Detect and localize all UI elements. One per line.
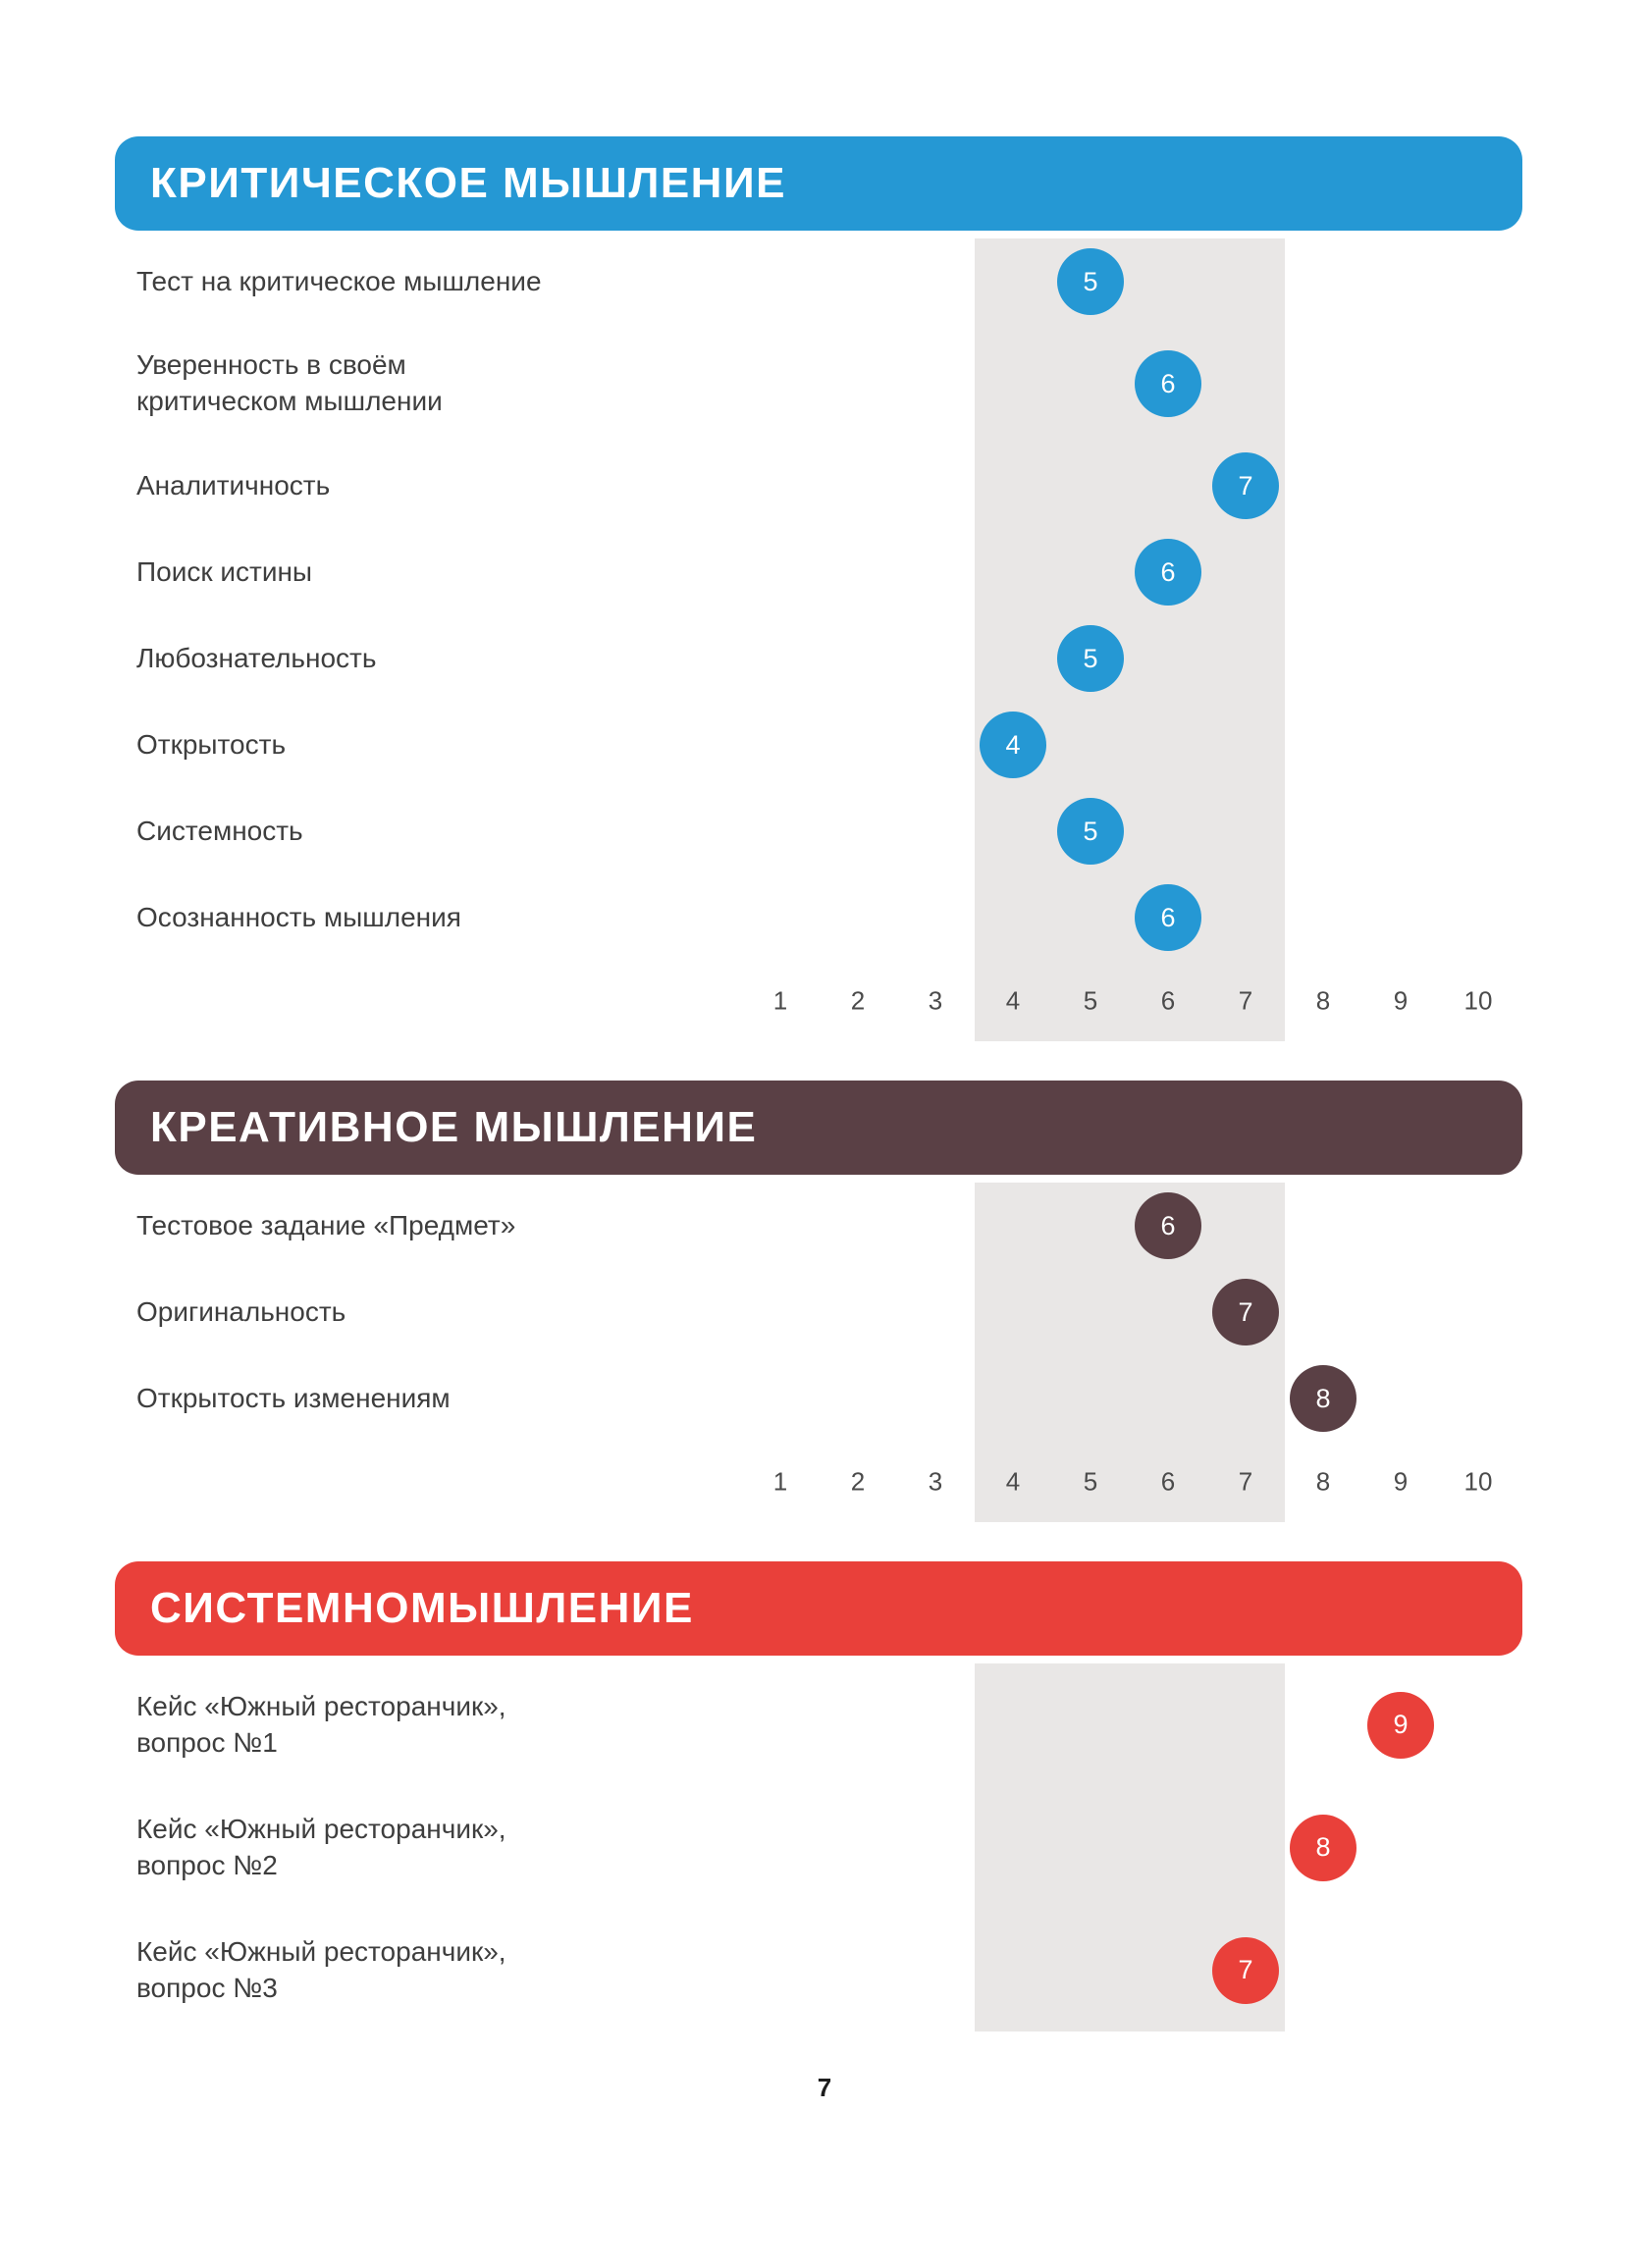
- axis-tick: 7: [1238, 1466, 1253, 1497]
- chart-row: Уверенность в своём критическом мышлении …: [115, 325, 1522, 443]
- axis-tick: 6: [1160, 985, 1176, 1016]
- row-label: Системность: [136, 815, 303, 846]
- row-label: Тест на критическое мышление: [136, 265, 542, 296]
- dot-chart: Кейс «Южный ресторанчик», вопрос №1 9 Кей…: [115, 1663, 1522, 2031]
- chart-row: Тестовое задание «Предмет» 6: [115, 1183, 1522, 1269]
- axis-tick: 2: [850, 1466, 866, 1497]
- chart-row: Кейс «Южный ресторанчик», вопрос №2 8: [115, 1786, 1522, 1909]
- score-dot: 5: [1057, 798, 1124, 865]
- row-label: Оригинальность: [136, 1295, 346, 1327]
- chart-row: Кейс «Южный ресторанчик», вопрос №3 7: [115, 1909, 1522, 2031]
- chart-axis: 1 2 3 4 5 6 7 8 9 10: [115, 961, 1522, 1041]
- highlight-band: [975, 238, 1285, 1041]
- section-header-banner: СИСТЕМНОМЫШЛЕНИЕ: [115, 1561, 1522, 1656]
- axis-tick: 8: [1315, 1466, 1331, 1497]
- axis-tick: 10: [1463, 1466, 1493, 1497]
- row-label: Тестовое задание «Предмет»: [136, 1209, 516, 1240]
- score-dot: 7: [1212, 452, 1279, 519]
- chart-row: Тест на критическое мышление 5: [115, 238, 1522, 325]
- score-dot: 6: [1135, 884, 1201, 951]
- score-dot: 4: [980, 712, 1046, 778]
- score-dot: 9: [1367, 1691, 1434, 1759]
- chart-rows: Тест на критическое мышление 5 Увереннос…: [115, 238, 1522, 961]
- axis-tick: 8: [1315, 985, 1331, 1016]
- chart-rows: Кейс «Южный ресторанчик», вопрос №1 9 Кей…: [115, 1663, 1522, 2031]
- section-systems-thinking: СИСТЕМНОМЫШЛЕНИЕ Кейс «Южный ресторанчик…: [115, 1561, 1522, 2031]
- dot-chart: Тестовое задание «Предмет» 6 Оригинально…: [115, 1183, 1522, 1522]
- row-label: Поиск истины: [136, 555, 313, 587]
- row-label: Осознанность мышления: [136, 901, 461, 932]
- axis-tick: 1: [772, 1466, 788, 1497]
- chart-row: Аналитичность 7: [115, 443, 1522, 529]
- section-header-banner: КРЕАТИВНОЕ МЫШЛЕНИЕ: [115, 1081, 1522, 1175]
- axis-tick: 5: [1083, 1466, 1098, 1497]
- score-dot: 6: [1135, 1192, 1201, 1259]
- row-label: Кейс «Южный ресторанчик», вопрос №3: [136, 1935, 506, 2003]
- score-dot: 8: [1290, 1365, 1356, 1432]
- chart-row: Открытость 4: [115, 702, 1522, 788]
- axis-tick: 5: [1083, 985, 1098, 1016]
- axis-tick: 6: [1160, 1466, 1176, 1497]
- score-dot: 5: [1057, 248, 1124, 315]
- row-label: Любознательность: [136, 642, 377, 673]
- chart-axis: 1 2 3 4 5 6 7 8 9 10: [115, 1442, 1522, 1522]
- section-title: КРИТИЧЕСКОЕ МЫШЛЕНИЕ: [150, 159, 786, 207]
- score-dot: 6: [1135, 350, 1201, 417]
- chart-row: Системность 5: [115, 788, 1522, 874]
- axis-tick: 7: [1238, 985, 1253, 1016]
- axis-tick: 9: [1393, 1466, 1409, 1497]
- chart-row: Оригинальность 7: [115, 1269, 1522, 1355]
- section-header-banner: КРИТИЧЕСКОЕ МЫШЛЕНИЕ: [115, 136, 1522, 231]
- chart-row: Любознательность 5: [115, 615, 1522, 702]
- chart-row: Поиск истины 6: [115, 529, 1522, 615]
- axis-tick: 1: [772, 985, 788, 1016]
- row-label: Уверенность в своём критическом мышлении: [136, 349, 443, 416]
- section-creative-thinking: КРЕАТИВНОЕ МЫШЛЕНИЕ Тестовое задание «Пр…: [115, 1081, 1522, 1522]
- row-label: Кейс «Южный ресторанчик», вопрос №2: [136, 1813, 506, 1880]
- row-label: Кейс «Южный ресторанчик», вопрос №1: [136, 1690, 506, 1758]
- dot-chart: Тест на критическое мышление 5 Увереннос…: [115, 238, 1522, 1041]
- page-number: 7: [817, 2073, 832, 2102]
- axis-tick: 4: [1005, 1466, 1021, 1497]
- score-dot: 8: [1290, 1814, 1356, 1881]
- score-dot: 7: [1212, 1279, 1279, 1345]
- axis-tick: 2: [850, 985, 866, 1016]
- highlight-band: [975, 1183, 1285, 1522]
- score-dot: 5: [1057, 625, 1124, 692]
- row-label: Открытость: [136, 728, 287, 760]
- chart-row: Открытость изменениям 8: [115, 1355, 1522, 1442]
- score-dot: 6: [1135, 539, 1201, 606]
- row-label: Открытость изменениям: [136, 1382, 451, 1413]
- row-label: Аналитичность: [136, 469, 331, 501]
- chart-row: Кейс «Южный ресторанчик», вопрос №1 9: [115, 1663, 1522, 1786]
- axis-tick: 4: [1005, 985, 1021, 1016]
- axis-tick: 3: [928, 1466, 943, 1497]
- section-title: СИСТЕМНОМЫШЛЕНИЕ: [150, 1584, 694, 1632]
- section-critical-thinking: КРИТИЧЕСКОЕ МЫШЛЕНИЕ Тест на критическое…: [115, 136, 1522, 1041]
- chart-row: Осознанность мышления 6: [115, 874, 1522, 961]
- axis-tick: 10: [1463, 985, 1493, 1016]
- chart-rows: Тестовое задание «Предмет» 6 Оригинально…: [115, 1183, 1522, 1442]
- section-title: КРЕАТИВНОЕ МЫШЛЕНИЕ: [150, 1103, 758, 1151]
- axis-tick: 3: [928, 985, 943, 1016]
- axis-tick: 9: [1393, 985, 1409, 1016]
- score-dot: 7: [1212, 1936, 1279, 2004]
